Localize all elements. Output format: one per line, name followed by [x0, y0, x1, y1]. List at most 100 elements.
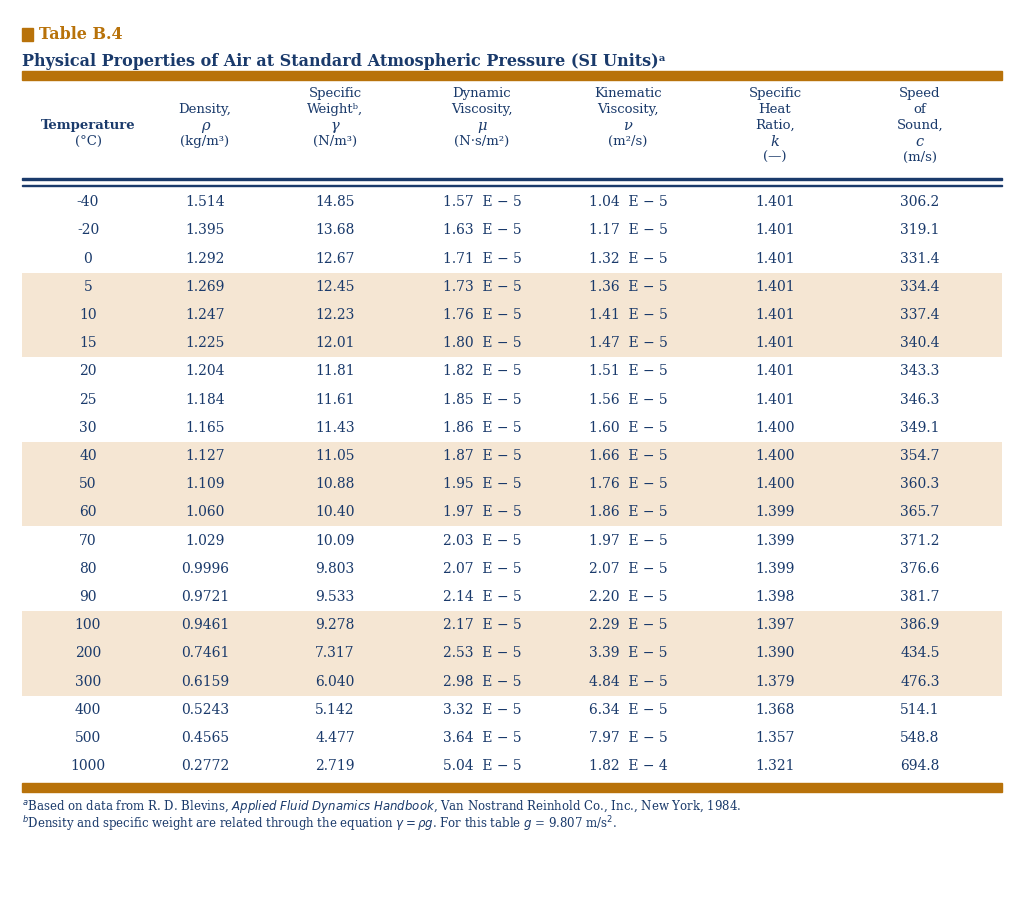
Text: 1.17  E − 5: 1.17 E − 5: [589, 223, 668, 238]
Text: -20: -20: [77, 223, 99, 238]
Text: 6.040: 6.040: [315, 675, 354, 689]
Text: 0.4565: 0.4565: [181, 731, 229, 745]
Text: 25: 25: [79, 393, 96, 406]
Text: 1.76  E − 5: 1.76 E − 5: [589, 477, 668, 491]
Text: γ: γ: [331, 119, 339, 133]
Text: 10.40: 10.40: [315, 505, 354, 519]
Text: Speed: Speed: [899, 87, 941, 100]
Bar: [22, 178, 1002, 180]
Text: 1.82  E − 4: 1.82 E − 4: [589, 759, 668, 773]
Text: Viscosity,: Viscosity,: [597, 103, 658, 116]
Bar: [22, 640, 1002, 667]
Text: 346.3: 346.3: [900, 393, 940, 406]
Text: 381.7: 381.7: [900, 590, 940, 604]
Text: 1.400: 1.400: [756, 477, 795, 491]
Text: (kg/m³): (kg/m³): [180, 135, 229, 148]
Text: 3.39  E − 5: 3.39 E − 5: [589, 647, 668, 660]
Text: 2.29  E − 5: 2.29 E − 5: [589, 618, 668, 632]
Text: 2.17  E − 5: 2.17 E − 5: [442, 618, 521, 632]
Text: 5.142: 5.142: [315, 702, 354, 717]
Bar: [22, 329, 1002, 357]
Text: 1.029: 1.029: [185, 534, 224, 547]
Text: $^a$Based on data from R. D. Blevins, $\it{Applied\ Fluid\ Dynamics\ Handbook}$,: $^a$Based on data from R. D. Blevins, $\…: [22, 798, 741, 815]
Text: 0.9721: 0.9721: [181, 590, 229, 604]
Text: Physical Properties of Air at Standard Atmospheric Pressure (SI Units)ᵃ: Physical Properties of Air at Standard A…: [22, 53, 666, 69]
Text: 200: 200: [75, 647, 101, 660]
Text: 300: 300: [75, 675, 101, 689]
Text: 1.56  E − 5: 1.56 E − 5: [589, 393, 668, 406]
Bar: [22, 300, 1002, 329]
Text: 2.14  E − 5: 2.14 E − 5: [442, 590, 521, 604]
Text: 30: 30: [79, 421, 96, 435]
Text: 3.64  E − 5: 3.64 E − 5: [442, 731, 521, 745]
Bar: [22, 611, 1002, 640]
Text: 337.4: 337.4: [900, 308, 940, 322]
Text: 1.514: 1.514: [185, 196, 225, 209]
Text: 4.84  E − 5: 4.84 E − 5: [589, 675, 668, 689]
Text: 1.401: 1.401: [755, 196, 795, 209]
Text: 0: 0: [84, 251, 92, 266]
Text: Dynamic: Dynamic: [453, 87, 511, 100]
Text: 1.401: 1.401: [755, 280, 795, 293]
Text: 1.109: 1.109: [185, 477, 224, 491]
Text: (N·s/m²): (N·s/m²): [455, 135, 510, 148]
Bar: [22, 667, 1002, 695]
Text: 1.292: 1.292: [185, 251, 224, 266]
Text: 1.76  E − 5: 1.76 E − 5: [442, 308, 521, 322]
Text: 1000: 1000: [71, 759, 105, 773]
Text: 500: 500: [75, 731, 101, 745]
Text: 1.399: 1.399: [756, 505, 795, 519]
Text: 1.357: 1.357: [756, 731, 795, 745]
Bar: [22, 185, 1002, 186]
Text: 5: 5: [84, 280, 92, 293]
Text: 1.247: 1.247: [185, 308, 225, 322]
Text: 343.3: 343.3: [900, 364, 940, 379]
Text: 3.32  E − 5: 3.32 E − 5: [442, 702, 521, 717]
Text: 1.060: 1.060: [185, 505, 224, 519]
Text: 14.85: 14.85: [315, 196, 354, 209]
Text: -40: -40: [77, 196, 99, 209]
Text: 1.204: 1.204: [185, 364, 224, 379]
Text: 1.80  E − 5: 1.80 E − 5: [442, 336, 521, 350]
Text: 371.2: 371.2: [900, 534, 940, 547]
Text: 1.368: 1.368: [756, 702, 795, 717]
Text: 11.61: 11.61: [315, 393, 354, 406]
Text: ρ: ρ: [201, 119, 209, 133]
Text: Temperature: Temperature: [41, 119, 135, 132]
Text: 1.95  E − 5: 1.95 E − 5: [442, 477, 521, 491]
Text: 5.04  E − 5: 5.04 E − 5: [442, 759, 521, 773]
Text: 354.7: 354.7: [900, 448, 940, 463]
Text: 2.719: 2.719: [315, 759, 354, 773]
Bar: [22, 28, 33, 41]
Text: 2.20  E − 5: 2.20 E − 5: [589, 590, 668, 604]
Text: 1.399: 1.399: [756, 562, 795, 576]
Text: 1.97  E − 5: 1.97 E − 5: [589, 534, 668, 547]
Text: 1.97  E − 5: 1.97 E − 5: [442, 505, 521, 519]
Bar: [22, 498, 1002, 527]
Text: 334.4: 334.4: [900, 280, 940, 293]
Text: 12.01: 12.01: [315, 336, 354, 350]
Text: 1.401: 1.401: [755, 251, 795, 266]
Text: 1.87  E − 5: 1.87 E − 5: [442, 448, 521, 463]
Text: 9.533: 9.533: [315, 590, 354, 604]
Text: 360.3: 360.3: [900, 477, 940, 491]
Text: 1.184: 1.184: [185, 393, 225, 406]
Text: 2.03  E − 5: 2.03 E − 5: [442, 534, 521, 547]
Bar: [22, 71, 1002, 80]
Text: μ: μ: [477, 119, 486, 133]
Text: 1.57  E − 5: 1.57 E − 5: [442, 196, 521, 209]
Text: 2.53  E − 5: 2.53 E − 5: [442, 647, 521, 660]
Text: 4.477: 4.477: [315, 731, 355, 745]
Text: 11.43: 11.43: [315, 421, 354, 435]
Text: 2.98  E − 5: 2.98 E − 5: [442, 675, 521, 689]
Text: 1.225: 1.225: [185, 336, 224, 350]
Text: 13.68: 13.68: [315, 223, 354, 238]
Text: 1.401: 1.401: [755, 364, 795, 379]
Text: 12.67: 12.67: [315, 251, 354, 266]
Text: 0.6159: 0.6159: [181, 675, 229, 689]
Text: k: k: [771, 135, 779, 149]
Text: 1.71  E − 5: 1.71 E − 5: [442, 251, 521, 266]
Text: Specific: Specific: [308, 87, 361, 100]
Text: 1.401: 1.401: [755, 223, 795, 238]
Bar: [22, 783, 1002, 792]
